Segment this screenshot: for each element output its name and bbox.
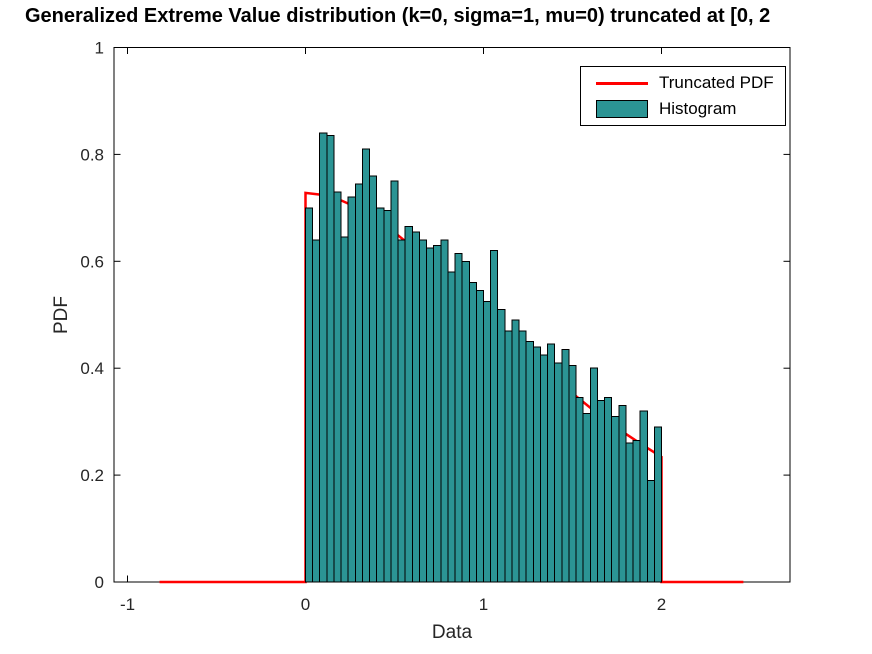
histogram-bar bbox=[625, 442, 634, 583]
histogram-bar bbox=[618, 405, 627, 583]
y-tick-label: 1 bbox=[95, 39, 104, 58]
histogram-bar bbox=[532, 346, 541, 583]
histogram-bar bbox=[554, 362, 563, 583]
y-tick-label: 0 bbox=[95, 573, 104, 592]
histogram-bar bbox=[575, 397, 584, 583]
histogram-bar bbox=[468, 282, 477, 583]
histogram-bar bbox=[511, 319, 520, 583]
histogram-bar bbox=[568, 365, 577, 583]
histogram-bar bbox=[312, 239, 321, 583]
histogram-bar bbox=[440, 239, 449, 583]
histogram-bar bbox=[333, 191, 342, 583]
red-line-swatch-icon bbox=[596, 81, 648, 85]
y-axis-label: PDF bbox=[51, 296, 72, 334]
histogram-bar bbox=[454, 252, 463, 583]
legend-item-histogram: Histogram bbox=[596, 96, 785, 122]
histogram-bar bbox=[639, 410, 648, 583]
legend: Truncated PDF Histogram bbox=[580, 66, 786, 126]
y-tick-label: 0.2 bbox=[80, 466, 104, 485]
histogram-bar bbox=[354, 183, 363, 583]
y-tick-label: 0.4 bbox=[80, 359, 104, 378]
histogram-bar bbox=[483, 300, 492, 583]
histogram-bar bbox=[589, 367, 598, 583]
histogram-bar bbox=[632, 439, 641, 583]
histogram-bar bbox=[646, 479, 655, 583]
histogram-bar bbox=[411, 231, 420, 583]
histogram-bar bbox=[518, 330, 527, 583]
histogram-bar bbox=[383, 210, 392, 583]
x-tick-label: 2 bbox=[657, 595, 666, 614]
histogram-bar bbox=[604, 397, 613, 583]
x-tick-label: 0 bbox=[301, 595, 310, 614]
histogram-bar bbox=[582, 413, 591, 583]
histogram-bar bbox=[376, 207, 385, 583]
y-tick-label: 0.6 bbox=[80, 252, 104, 271]
legend-item-label: Histogram bbox=[659, 99, 737, 118]
histogram-bar bbox=[504, 330, 513, 583]
histogram-bar bbox=[361, 148, 371, 583]
histogram-bar bbox=[596, 399, 606, 583]
histogram-bar bbox=[418, 239, 428, 583]
histogram-bar bbox=[369, 175, 378, 583]
histogram-bar bbox=[547, 343, 556, 583]
legend-item-truncated-pdf: Truncated PDF bbox=[596, 70, 785, 96]
x-tick-label: 1 bbox=[479, 595, 488, 614]
histogram-bar bbox=[461, 260, 470, 583]
x-tick-label: -1 bbox=[120, 595, 135, 614]
histogram-bar bbox=[340, 236, 349, 583]
histogram-bar bbox=[326, 135, 335, 583]
histogram-bar bbox=[611, 415, 620, 583]
histogram-bar bbox=[525, 340, 534, 583]
histogram-bar bbox=[433, 244, 442, 583]
histogram-bar bbox=[475, 290, 485, 583]
histogram-bar bbox=[561, 348, 570, 583]
histogram-bar bbox=[447, 271, 456, 583]
histogram-bar bbox=[490, 250, 499, 583]
chart-title: Generalized Extreme Value distribution (… bbox=[25, 5, 771, 27]
y-tick-label: 0.8 bbox=[80, 145, 104, 164]
histogram-bar bbox=[404, 226, 413, 583]
histogram-bar bbox=[347, 196, 356, 583]
histogram-bar bbox=[305, 207, 314, 583]
histogram-bar bbox=[426, 247, 435, 583]
histogram-bar bbox=[319, 132, 328, 583]
histogram-swatch-icon bbox=[596, 100, 648, 118]
x-axis-label: Data bbox=[431, 622, 473, 643]
histogram-bar bbox=[497, 308, 506, 583]
histogram-bar bbox=[539, 354, 549, 583]
histogram-bar bbox=[653, 426, 663, 583]
histogram-bar bbox=[390, 180, 399, 583]
legend-item-label: Truncated PDF bbox=[659, 73, 774, 92]
histogram-bar bbox=[397, 239, 406, 583]
